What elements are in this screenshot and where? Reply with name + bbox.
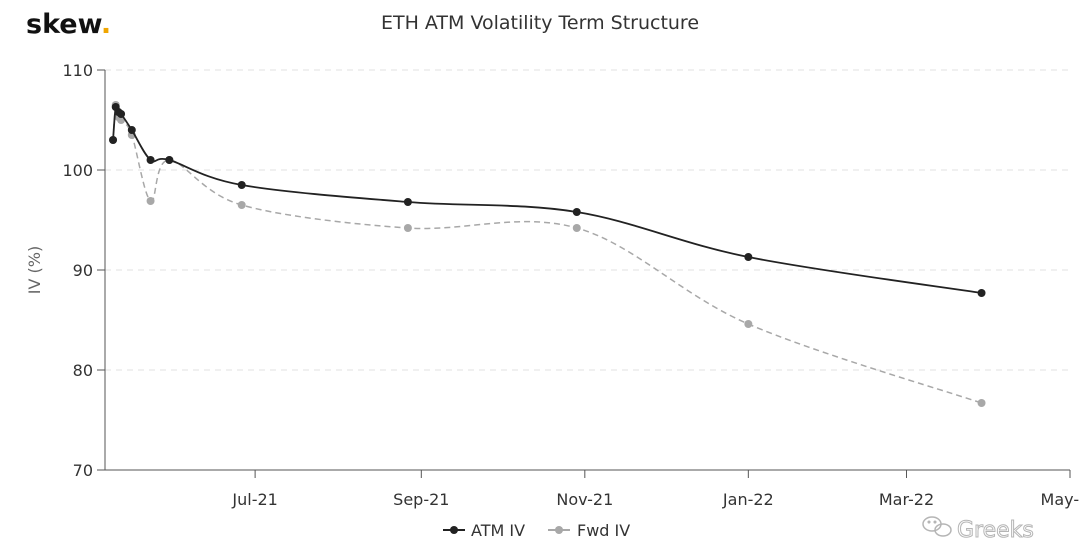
watermark-text: Greeks (957, 518, 1034, 543)
wechat-icon (922, 516, 952, 537)
x-tick-label: Jan-22 (722, 490, 774, 509)
data-point-atm (109, 136, 118, 144)
data-point-atm (237, 181, 246, 189)
chart-title: ETH ATM Volatility Term Structure (381, 12, 699, 34)
series-line-atm (112, 104, 982, 294)
legend-item-fwd-iv[interactable]: Fwd IV (548, 521, 630, 540)
data-point-atm (146, 156, 155, 164)
y-axis-label: IV (%) (25, 246, 44, 294)
y-tick-label: 70 (73, 461, 93, 480)
watermark: Greeks (922, 516, 1034, 543)
data-point-fwd (744, 320, 753, 328)
data-point-atm (572, 208, 581, 216)
grid (105, 69, 1070, 371)
data-point-fwd (403, 224, 412, 232)
data-point-atm (127, 126, 136, 134)
data-point-atm (977, 289, 986, 297)
x-tick-label: Sep-21 (393, 490, 449, 509)
data-point-fwd (572, 224, 581, 232)
brand-logo: skew. (26, 9, 111, 40)
legend-item-atm-iv[interactable]: ATM IV (443, 521, 525, 540)
legend-fwd-marker (555, 526, 563, 534)
data-point-atm (117, 110, 126, 118)
series-line-fwd (112, 103, 982, 404)
legend-atm-label: ATM IV (471, 521, 525, 540)
x-tick-label: Mar-22 (879, 490, 934, 509)
legend-fwd-label: Fwd IV (577, 521, 630, 540)
data-point-atm (165, 156, 174, 164)
y-tick-label: 110 (62, 61, 93, 80)
legend-atm-marker (450, 526, 458, 534)
data-point-fwd (146, 197, 155, 205)
y-tick-label: 80 (73, 361, 93, 380)
data-point-atm (744, 253, 753, 261)
y-tick-label: 90 (73, 261, 93, 280)
y-tick-label: 100 (62, 161, 93, 180)
legend: ATM IV Fwd IV (443, 521, 630, 540)
data-point-atm (403, 198, 412, 206)
data-point-fwd (237, 201, 246, 209)
x-tick-label: Jul-21 (231, 490, 277, 509)
series (109, 101, 986, 407)
axes: 70 80 90 100 110 Jul-21 Sep-21 Nov-21 Jan-22 Mar-… (62, 61, 1080, 509)
data-point-fwd (977, 399, 986, 407)
x-tick-label: May-22 (1041, 490, 1080, 509)
x-tick-label: Nov-21 (556, 490, 613, 509)
